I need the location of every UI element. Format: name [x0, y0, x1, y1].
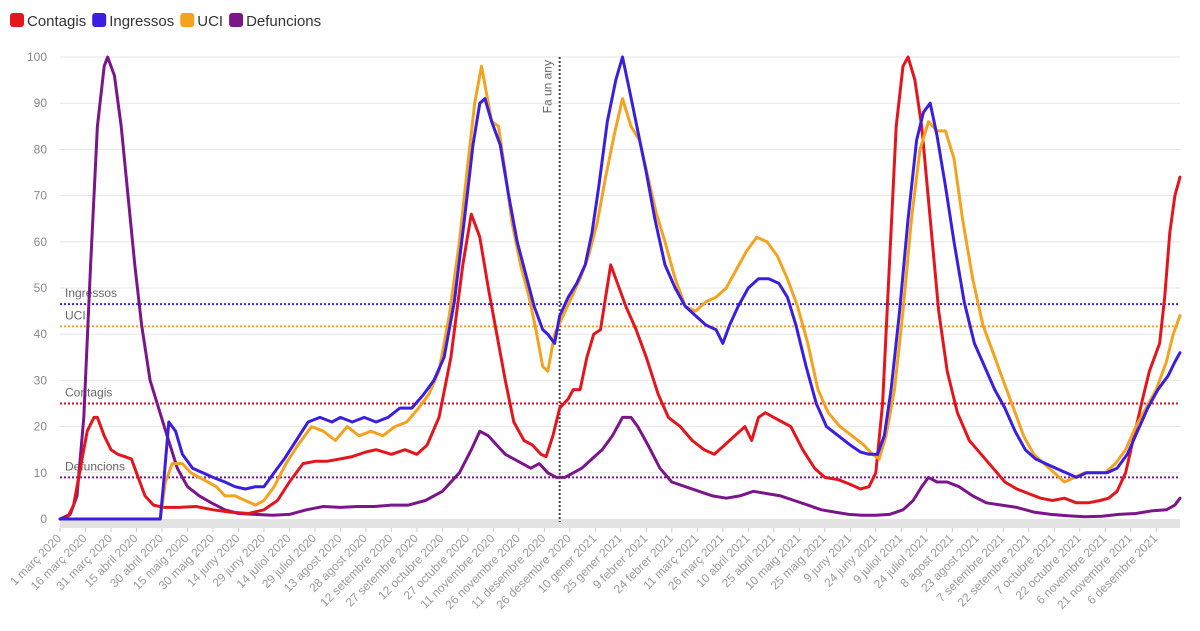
- year-ago-marker: Fa un any: [541, 57, 561, 522]
- legend-label-ingressos: Ingressos: [109, 13, 174, 30]
- y-tick-label: 90: [34, 96, 48, 110]
- legend-swatch-ingressos: [92, 13, 107, 27]
- reference-label-ingressos: Ingressos: [65, 286, 117, 300]
- reference-label-defuncions: Defuncions: [65, 459, 125, 473]
- y-tick-label: 70: [34, 189, 48, 203]
- legend-label-uci: UCI: [197, 13, 223, 30]
- y-tick-label: 20: [34, 420, 48, 434]
- y-tick-label: 10: [34, 466, 48, 480]
- legend-swatch-defuncions: [229, 13, 244, 27]
- y-tick-label: 50: [34, 281, 48, 295]
- grid: [60, 56, 1180, 474]
- y-tick-label: 30: [34, 373, 48, 387]
- x-axis-band: [60, 519, 1180, 528]
- series-lines: [58, 55, 1182, 521]
- y-tick-label: 100: [27, 50, 47, 64]
- series-line-ingressos: [58, 55, 1182, 521]
- series-line-contagis: [58, 55, 1182, 521]
- legend-label-defuncions: Defuncions: [246, 13, 321, 30]
- y-tick-label: 0: [40, 512, 47, 526]
- x-axis-band: [60, 519, 1180, 528]
- reference-label-contagis: Contagis: [65, 386, 112, 400]
- legend-label-contagis: Contagis: [27, 13, 86, 30]
- y-tick-label: 80: [34, 142, 48, 156]
- y-tick-label: 60: [34, 235, 48, 249]
- y-tick-label: 40: [34, 327, 48, 341]
- y-axis: 0 10 20 30 40 50 60 70 80 90 100: [27, 50, 47, 526]
- reference-label-uci: UCI: [65, 308, 86, 322]
- reference-lines: Ingressos UCI Contagis Defuncions: [60, 286, 1180, 479]
- legend-swatch-uci: [180, 13, 195, 27]
- legend-swatch-contagis: [10, 13, 24, 27]
- marker-label: Fa un any: [541, 60, 555, 113]
- legend: Contagis Ingressos UCI Defuncions: [10, 13, 321, 30]
